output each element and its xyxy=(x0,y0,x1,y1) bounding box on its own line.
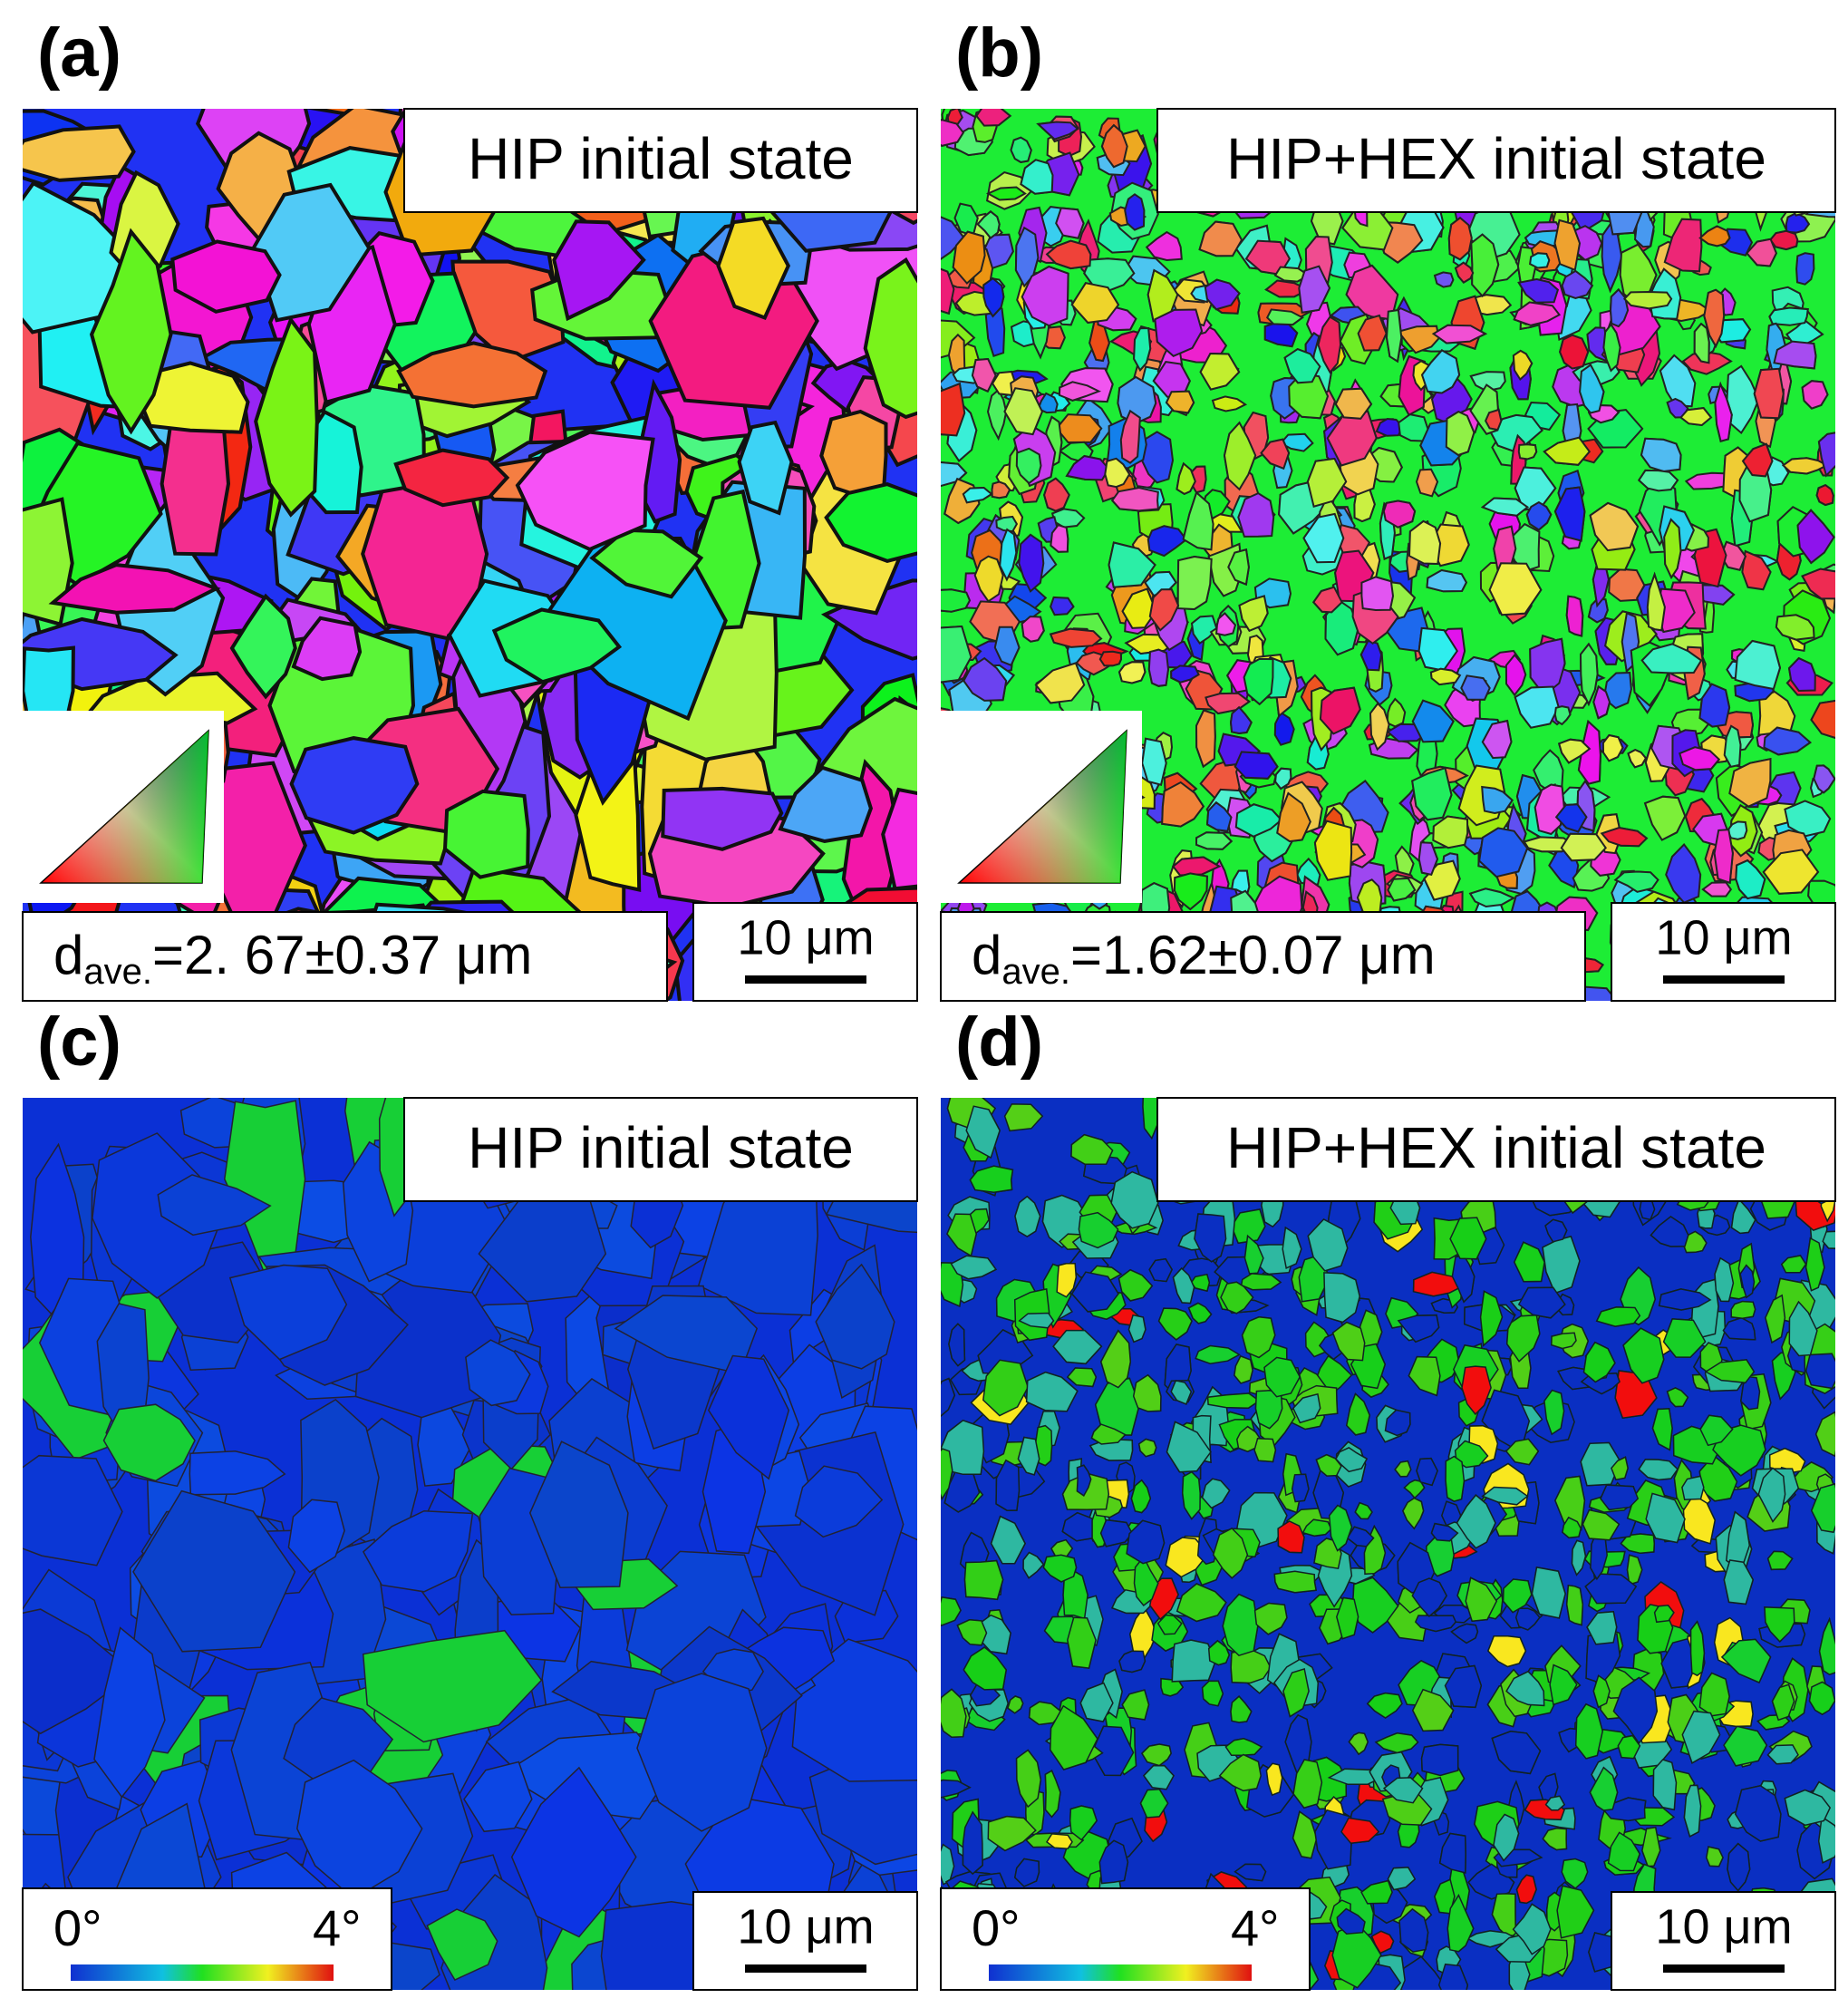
grain-size-subscript: ave. xyxy=(83,952,152,992)
scale-bar-label: 10 μm xyxy=(737,910,874,965)
grain xyxy=(918,383,964,435)
grain xyxy=(921,120,963,146)
grain xyxy=(1196,832,1232,849)
grain xyxy=(1624,292,1671,308)
color-bar-max: 4° xyxy=(1231,1899,1280,1956)
panel-label: (c) xyxy=(37,1004,121,1081)
color-bar-min: 0° xyxy=(972,1899,1021,1956)
grain xyxy=(1731,1302,1755,1319)
grain-size-subscript: ave. xyxy=(1001,952,1070,992)
grain xyxy=(1149,650,1168,686)
grain xyxy=(1446,1457,1464,1502)
grain xyxy=(1142,739,1166,785)
grain xyxy=(1530,253,1549,267)
grain xyxy=(1112,488,1158,510)
color-bar xyxy=(989,1964,1252,1981)
grain xyxy=(1823,1231,1848,1248)
color-bar xyxy=(71,1964,334,1981)
grain xyxy=(1806,1353,1841,1388)
scale-bar-label: 10 μm xyxy=(1655,910,1792,965)
grain xyxy=(1292,1474,1309,1501)
micrograph xyxy=(924,1078,1848,2003)
scale-bar xyxy=(745,1964,866,1973)
grain-size-value: =2. 67±0.37 μm xyxy=(152,925,532,985)
grain xyxy=(1769,308,1807,325)
grain xyxy=(1567,597,1583,636)
grain xyxy=(1178,557,1212,609)
panel-title: HIP+HEX initial state xyxy=(1226,1115,1766,1180)
grain xyxy=(821,412,885,497)
grain xyxy=(925,589,970,611)
panel-label: (a) xyxy=(37,15,121,92)
grain xyxy=(1449,218,1472,259)
grain xyxy=(1817,485,1833,505)
grain xyxy=(965,1561,1003,1600)
grain xyxy=(1361,577,1393,610)
panel-title: HIP initial state xyxy=(468,126,854,191)
grain xyxy=(1435,272,1453,286)
grain xyxy=(883,790,941,888)
panel: (b) HIP+HEX initial state 10 μm dave.=1.62±… xyxy=(918,15,1848,1026)
scale-bar xyxy=(1663,975,1785,984)
panel-label: (b) xyxy=(955,15,1043,92)
grain xyxy=(1387,310,1401,362)
grain xyxy=(1050,629,1101,647)
color-bar-max: 4° xyxy=(313,1899,362,1956)
panel-title: HIP+HEX initial state xyxy=(1226,126,1766,191)
scale-bar xyxy=(1663,1964,1785,1973)
grain xyxy=(1819,1817,1843,1863)
grain xyxy=(1254,1439,1275,1462)
color-bar-min: 0° xyxy=(53,1899,102,1956)
grain xyxy=(1519,444,1536,459)
panel-title: HIP initial state xyxy=(468,1115,854,1180)
scale-bar-label: 10 μm xyxy=(1655,1899,1792,1954)
panel-label: (d) xyxy=(955,1004,1043,1081)
scale-bar xyxy=(745,975,866,984)
grain xyxy=(1100,652,1121,666)
grain xyxy=(1422,1744,1458,1775)
grain xyxy=(1755,369,1784,418)
panel: (c) HIP initial state 10 μm 0° 4° xyxy=(0,1004,977,2003)
panel: (a) HIP initial state 10 μm dave.=2. 67±0.3… xyxy=(0,15,977,1088)
grain xyxy=(1409,521,1440,564)
scale-bar-label: 10 μm xyxy=(737,1899,874,1954)
grain xyxy=(1796,253,1814,285)
grain xyxy=(1235,752,1278,778)
grain xyxy=(1552,1333,1576,1348)
grain-size-symbol: d xyxy=(972,925,1001,985)
grain xyxy=(1567,1586,1583,1625)
grain xyxy=(1274,1571,1316,1593)
grain-size-symbol: d xyxy=(53,925,83,985)
grain xyxy=(1208,1393,1260,1408)
grain xyxy=(1715,829,1733,883)
grain xyxy=(1172,1640,1215,1682)
panel: (d) HIP+HEX initial state 10 μm 0° 4° xyxy=(924,1004,1848,2003)
grain xyxy=(1125,194,1144,229)
grain-size-value: =1.62±0.07 μm xyxy=(1070,925,1436,985)
